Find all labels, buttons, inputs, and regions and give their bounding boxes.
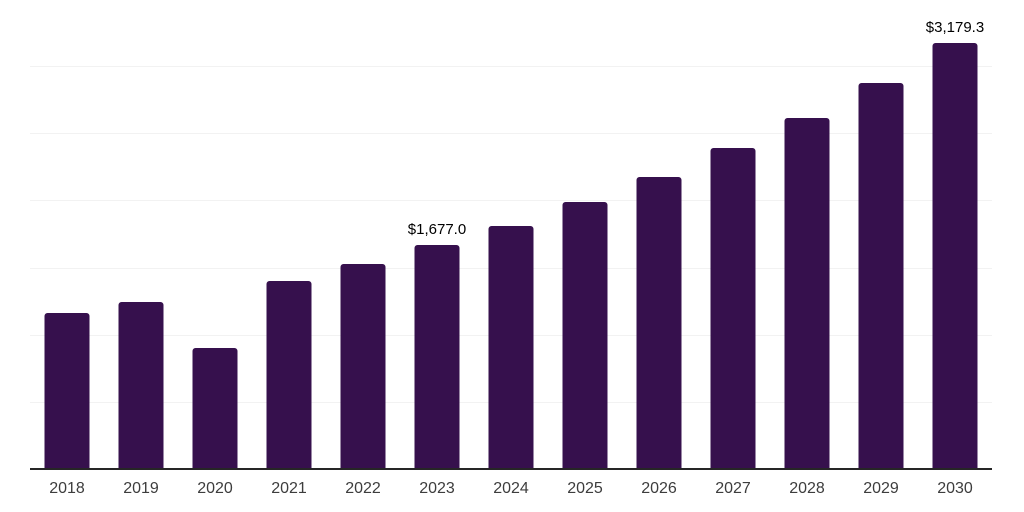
band-2027 xyxy=(696,0,770,470)
x-tick-2029: 2029 xyxy=(863,480,899,497)
x-tick-2023: 2023 xyxy=(419,480,455,497)
x-tick-2030: 2030 xyxy=(937,480,973,497)
band-2021 xyxy=(252,0,326,470)
gridline-2000 xyxy=(30,200,992,202)
band-2028 xyxy=(770,0,844,470)
band-2020 xyxy=(178,0,252,470)
x-tick-2021: 2021 xyxy=(271,480,307,497)
bar-2030 xyxy=(932,43,978,470)
band-2026 xyxy=(622,0,696,470)
band-2025 xyxy=(548,0,622,470)
gridline-3000 xyxy=(30,66,992,68)
value-label-2030: $3,179.3 xyxy=(925,19,985,37)
bar-2020 xyxy=(192,347,238,470)
band-2030: $3,179.3 xyxy=(918,0,992,470)
bar-2024 xyxy=(488,225,534,470)
x-tick-2022: 2022 xyxy=(345,480,381,497)
x-tick-2024: 2024 xyxy=(493,480,529,497)
bar-2027 xyxy=(710,148,756,470)
x-tick-2020: 2020 xyxy=(197,480,233,497)
bar-2026 xyxy=(636,176,682,470)
x-tick-2019: 2019 xyxy=(123,480,159,497)
plot-area: $1,677.0 $3,179.3 xyxy=(30,0,992,470)
bar-2025 xyxy=(562,202,608,470)
band-2019 xyxy=(104,0,178,470)
gridline-2500 xyxy=(30,133,992,135)
x-axis-line xyxy=(30,468,992,470)
bar-2021 xyxy=(266,280,312,470)
band-2023: $1,677.0 xyxy=(400,0,474,470)
bar-2023 xyxy=(414,244,460,470)
bar-2022 xyxy=(340,263,386,470)
bars-container: $1,677.0 $3,179.3 xyxy=(30,0,992,470)
x-tick-2027: 2027 xyxy=(715,480,751,497)
band-2024 xyxy=(474,0,548,470)
x-axis-tick-labels: 2018 2019 2020 2021 2022 2023 2024 2025 2026 2027… xyxy=(30,479,992,499)
bar-2018 xyxy=(44,313,90,470)
bar-2028 xyxy=(784,117,830,470)
x-tick-2028: 2028 xyxy=(789,480,825,497)
x-tick-2018: 2018 xyxy=(49,480,85,497)
bar-2019 xyxy=(118,302,164,470)
band-2018 xyxy=(30,0,104,470)
x-tick-2025: 2025 xyxy=(567,480,603,497)
x-tick-2026: 2026 xyxy=(641,480,677,497)
value-label-2023: $1,677.0 xyxy=(407,220,467,238)
band-2022 xyxy=(326,0,400,470)
band-2029 xyxy=(844,0,918,470)
bar-2029 xyxy=(858,82,904,470)
